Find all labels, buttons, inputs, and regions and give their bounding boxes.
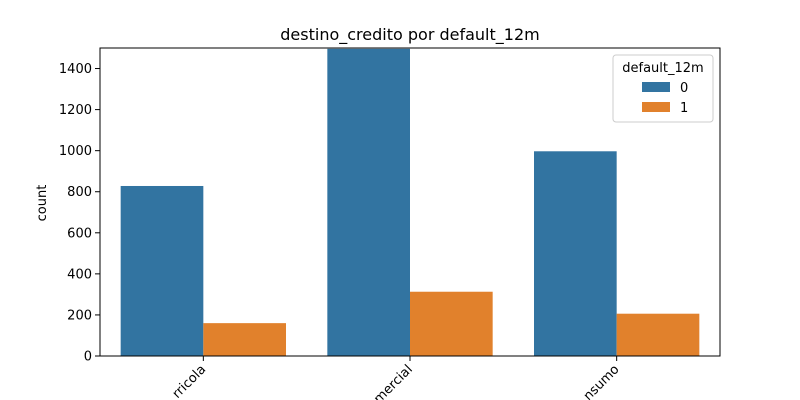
y-tick-label: 1200 (59, 103, 92, 118)
x-tick-label-consumo: nsumo (581, 362, 623, 400)
bar-consumo-series-1 (616, 313, 700, 356)
x-axis: rricola mercial nsumo (170, 356, 623, 400)
x-tick-label-agricola: rricola (170, 362, 209, 400)
legend-swatch-1 (642, 102, 670, 112)
bar-consumo-series-0 (534, 151, 617, 356)
y-tick-label: 800 (67, 185, 92, 200)
legend-swatch-0 (642, 82, 670, 92)
y-tick-label: 600 (67, 226, 92, 241)
bar-comercial-series-0 (327, 48, 410, 356)
legend-title: default_12m (622, 61, 703, 76)
y-axis: 0 200 400 600 800 1000 1200 1400 (59, 62, 100, 365)
bar-comercial-series-1 (410, 291, 493, 356)
legend: default_12m 0 1 (612, 54, 714, 123)
y-tick-label: 1400 (59, 62, 92, 77)
chart-title: destino_credito por default_12m (280, 25, 539, 45)
legend-label-1: 1 (680, 101, 688, 116)
bars-layer (120, 48, 700, 356)
bar-agricola-series-0 (120, 185, 204, 356)
bar-agricola-series-1 (203, 323, 286, 356)
y-tick-label: 0 (84, 350, 92, 365)
legend-label-0: 0 (680, 81, 688, 96)
y-tick-label: 400 (67, 267, 92, 282)
y-axis-label: count (35, 185, 50, 222)
y-tick-label: 200 (67, 308, 92, 323)
y-tick-label: 1000 (59, 144, 92, 159)
x-tick-label-comercial: mercial (371, 362, 416, 400)
